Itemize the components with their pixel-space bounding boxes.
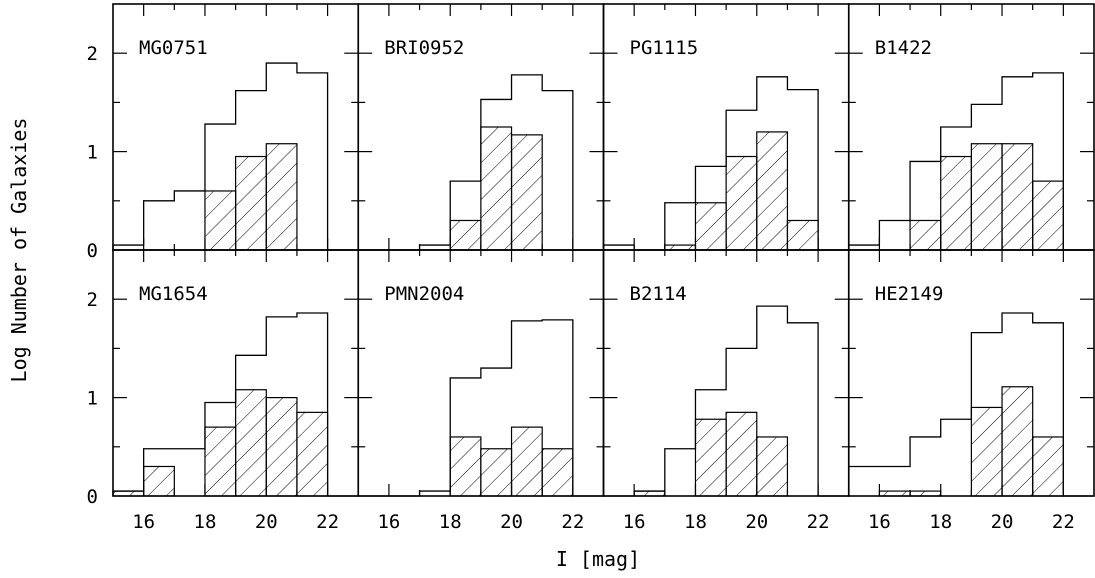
x-tick-label: 18 (684, 511, 707, 533)
hatched-bar (909, 219, 942, 251)
panel-bri0952: BRI0952 (357, 3, 605, 251)
x-tick-label: 22 (1052, 511, 1075, 533)
hatched-bar (1001, 143, 1034, 251)
panel-pmn2004: PMN2004 16 18 20 22 (357, 249, 605, 533)
total-histogram (112, 62, 359, 251)
x-tick-label: 16 (132, 511, 155, 533)
x-tick-label: 22 (807, 511, 830, 533)
panel-b2114: B2114 16 18 20 22 (602, 249, 850, 533)
hatched-bar (1032, 436, 1064, 497)
y-tick-label: 0 (87, 240, 98, 262)
total-histogram (603, 305, 849, 497)
hatched-bar (541, 448, 574, 497)
hatched-bar (970, 406, 1003, 497)
x-tick-label: 18 (194, 511, 217, 533)
hatched-bar (970, 143, 1003, 251)
panel-label: BRI0952 (384, 37, 464, 59)
total-histogram (848, 312, 1094, 497)
hatched-bar (265, 397, 298, 497)
panel-label: MG0751 (139, 37, 208, 59)
hatched-bar (1032, 180, 1064, 251)
hatched-bar (265, 143, 298, 251)
panel-label: MG1654 (139, 283, 208, 305)
hatched-bar (725, 155, 758, 251)
panel-label: B1422 (875, 37, 932, 59)
hatched-bar (1001, 386, 1034, 497)
panel-mg0751: MG0751 0 1 2 (87, 3, 360, 262)
hatched-bar (204, 190, 237, 251)
x-tick-label: 16 (623, 511, 646, 533)
hatched-bar (786, 219, 819, 251)
panel-label: HE2149 (875, 283, 944, 305)
hatched-bar (756, 131, 789, 251)
x-tick-label: 16 (377, 511, 400, 533)
hatched-bar (510, 134, 543, 251)
panel-b1422: B1422 (847, 3, 1095, 251)
panel-label: B2114 (630, 283, 687, 305)
hatched-bar (510, 426, 543, 497)
hatched-bar (480, 448, 513, 497)
panel-mg1654: MG1654 0 1 2 16 18 20 22 (87, 249, 360, 533)
hatched-bar (449, 436, 482, 497)
hatched-bar (449, 219, 482, 251)
hatched-bar (235, 389, 267, 497)
panel-pg1115: PG1115 (602, 3, 850, 251)
hatched-bar (204, 426, 237, 497)
x-tick-label: 20 (745, 511, 768, 533)
panel-label: PG1115 (630, 37, 699, 59)
hatched-bar (296, 411, 329, 497)
total-histogram (848, 72, 1094, 251)
hatched-bar (143, 465, 175, 497)
hatched-bar (694, 202, 727, 251)
y-tick-label: 0 (87, 486, 98, 508)
x-tick-label: 20 (500, 511, 523, 533)
hatched-bar (694, 418, 727, 497)
y-axis-label: Log Number of Galaxies (7, 118, 31, 383)
y-tick-label: 1 (87, 142, 98, 164)
x-tick-label: 20 (991, 511, 1014, 533)
y-tick-label: 2 (87, 43, 98, 65)
x-tick-label: 22 (316, 511, 339, 533)
hatched-bar (756, 436, 789, 497)
x-tick-label: 18 (439, 511, 462, 533)
x-tick-label: 20 (255, 511, 278, 533)
x-tick-label: 18 (929, 511, 952, 533)
hatched-bar (480, 126, 513, 251)
y-tick-label: 1 (87, 388, 98, 410)
hatched-bar (235, 155, 267, 251)
total-histogram (112, 312, 359, 497)
x-axis-label: I [mag] (556, 547, 640, 571)
panel-grid: MG0751 0 1 2 BRI0952 PG1115 B1422 MG1654 0 1 2 16 18… (87, 3, 1095, 533)
hatched-bar (725, 411, 758, 497)
x-tick-label: 16 (868, 511, 891, 533)
panel-label: PMN2004 (384, 283, 464, 305)
hatched-bar (940, 155, 972, 251)
y-tick-label: 2 (87, 289, 98, 311)
panel-he2149: HE2149 16 18 20 22 (847, 249, 1095, 533)
x-tick-label: 22 (561, 511, 584, 533)
